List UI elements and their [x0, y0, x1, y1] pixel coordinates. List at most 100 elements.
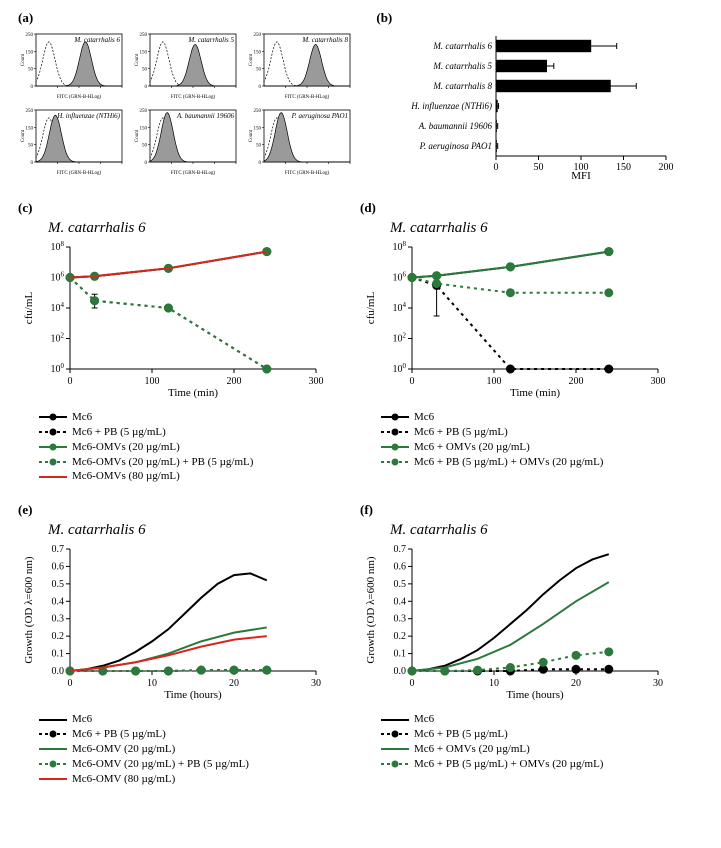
svg-text:0: 0 [259, 85, 262, 90]
svg-text:Time (hours): Time (hours) [164, 689, 222, 701]
legend-item-mc6_pb: Mc6 + PB (5 µg/mL) [380, 425, 702, 440]
histogram-a-baumannii-19606: 050150250FITC (GRN-B-HLog)CountA. bauman… [132, 106, 240, 176]
svg-text:250: 250 [140, 33, 148, 38]
legend-item-mc6: Mc6 [380, 712, 702, 727]
chart-f: M. catarrhalis 6 01020300.00.10.20.30.40… [360, 522, 702, 771]
legend-label: Mc6 + PB (5 µg/mL) [72, 727, 166, 742]
legend-label: Mc6-OMV (20 µg/mL) + PB (5 µg/mL) [72, 757, 249, 772]
svg-text:0: 0 [68, 376, 73, 387]
svg-text:0.7: 0.7 [52, 544, 65, 555]
legend-label: Mc6-OMV (20 µg/mL) [72, 742, 175, 757]
svg-text:Time (min): Time (min) [510, 387, 560, 399]
svg-text:0: 0 [68, 678, 73, 689]
label-d: (d) [360, 200, 702, 216]
svg-text:M. catarrhalis 8: M. catarrhalis 8 [433, 81, 493, 91]
legend-label: Mc6-OMVs (20 µg/mL) + PB (5 µg/mL) [72, 455, 253, 470]
legend-label: Mc6 + PB (5 µg/mL) [414, 727, 508, 742]
svg-text:150: 150 [254, 50, 262, 55]
legend-label: Mc6 [414, 410, 434, 425]
svg-text:FITC (GRN-B-HLog): FITC (GRN-B-HLog) [285, 95, 330, 100]
svg-text:50: 50 [534, 162, 544, 173]
svg-text:250: 250 [140, 109, 148, 114]
svg-text:0.4: 0.4 [394, 597, 407, 608]
svg-text:0: 0 [31, 161, 34, 166]
legend-label: Mc6 [72, 410, 92, 425]
svg-text:150: 150 [26, 126, 34, 131]
legend-f: Mc6Mc6 + PB (5 µg/mL)Mc6 + OMVs (20 µg/m… [380, 712, 702, 771]
svg-text:M. catarrhalis 6: M. catarrhalis 6 [433, 41, 493, 51]
svg-text:0: 0 [145, 85, 148, 90]
svg-text:200: 200 [227, 376, 242, 387]
svg-text:0.5: 0.5 [394, 579, 407, 590]
svg-text:108: 108 [393, 240, 407, 253]
label-a: (a) [18, 10, 370, 26]
legend-item-mc6_omv: Mc6 + OMVs (20 µg/mL) [380, 742, 702, 757]
svg-text:P. aeruginosa PAO1: P. aeruginosa PAO1 [291, 112, 348, 120]
svg-text:30: 30 [311, 678, 321, 689]
svg-text:50: 50 [142, 68, 148, 73]
legend-label: Mc6 [414, 712, 434, 727]
svg-text:Time (hours): Time (hours) [506, 689, 564, 701]
svg-text:50: 50 [256, 144, 262, 149]
figure: (a) 0 50 150 250 FITC (GRN-B-HLog) Count M. ca… [0, 0, 721, 806]
legend-item-mc6_pb_omv: Mc6 + PB (5 µg/mL) + OMVs (20 µg/mL) [380, 757, 702, 772]
svg-text:0.6: 0.6 [52, 562, 65, 573]
svg-text:50: 50 [256, 68, 262, 73]
legend-item-mc6_omv: Mc6 + OMVs (20 µg/mL) [380, 440, 702, 455]
svg-text:0: 0 [410, 376, 415, 387]
label-f: (f) [360, 502, 702, 518]
svg-text:Count: Count [249, 53, 254, 66]
chart-d-title: M. catarrhalis 6 [390, 220, 702, 237]
svg-text:MFI: MFI [572, 170, 592, 182]
svg-text:M. catarrhalis 6: M. catarrhalis 6 [73, 36, 120, 44]
legend-label: Mc6 + PB (5 µg/mL) + OMVs (20 µg/mL) [414, 455, 603, 470]
legend-label: Mc6-OMV (80 µg/mL) [72, 772, 175, 787]
svg-text:50: 50 [28, 68, 34, 73]
svg-text:A. baumannii 19606: A. baumannii 19606 [418, 121, 493, 131]
legend-item-mc6: Mc6 [380, 410, 702, 425]
svg-text:150: 150 [140, 50, 148, 55]
legend-item-mc6_pb: Mc6 + PB (5 µg/mL) [38, 727, 360, 742]
svg-text:100: 100 [393, 362, 407, 375]
svg-text:FITC (GRN-B-HLog): FITC (GRN-B-HLog) [285, 171, 330, 176]
svg-text:20: 20 [229, 678, 239, 689]
legend-label: Mc6 + OMVs (20 µg/mL) [414, 742, 530, 757]
svg-text:cfu/mL: cfu/mL [365, 292, 377, 325]
label-c: (c) [18, 200, 360, 216]
histogram-grid: 0 50 150 250 FITC (GRN-B-HLog) Count M. catarr… [18, 30, 370, 176]
svg-text:150: 150 [140, 126, 148, 131]
legend-item-mc6_omv80: Mc6-OMVs (80 µg/mL) [38, 469, 360, 484]
svg-text:Count: Count [135, 129, 140, 142]
svg-text:50: 50 [28, 144, 34, 149]
svg-text:106: 106 [51, 271, 65, 284]
svg-text:100: 100 [51, 362, 65, 375]
chart-e: M. catarrhalis 6 01020300.00.10.20.30.40… [18, 522, 360, 786]
svg-text:H. influenzae (NTHi6): H. influenzae (NTHi6) [411, 101, 493, 111]
legend-label: Mc6 + PB (5 µg/mL) [414, 425, 508, 440]
chart-e-title: M. catarrhalis 6 [48, 522, 360, 539]
svg-text:Count: Count [21, 129, 26, 142]
svg-text:0: 0 [494, 162, 499, 173]
svg-text:Growth (OD λ=600 nm): Growth (OD λ=600 nm) [365, 556, 377, 664]
svg-text:102: 102 [393, 332, 407, 345]
svg-text:FITC (GRN-B-HLog): FITC (GRN-B-HLog) [57, 95, 102, 100]
legend-item-mc6_omv20: Mc6-OMVs (20 µg/mL) [38, 440, 360, 455]
legend-label: Mc6 + OMVs (20 µg/mL) [414, 440, 530, 455]
svg-text:Count: Count [135, 53, 140, 66]
legend-item-mc6_omv20_pb: Mc6-OMVs (20 µg/mL) + PB (5 µg/mL) [38, 455, 360, 470]
legend-label: Mc6 + PB (5 µg/mL) + OMVs (20 µg/mL) [414, 757, 603, 772]
label-b: (b) [376, 10, 703, 26]
legend-label: Mc6-OMVs (20 µg/mL) [72, 440, 180, 455]
histogram-m-catarrhalis-5: 050150250FITC (GRN-B-HLog)CountM. catarr… [132, 30, 240, 100]
chart-f-title: M. catarrhalis 6 [390, 522, 702, 539]
svg-text:0.6: 0.6 [394, 562, 407, 573]
svg-text:100: 100 [487, 376, 502, 387]
svg-text:H. influenzae (NTHi6): H. influenzae (NTHi6) [56, 112, 120, 120]
legend-item-mc6_omv20: Mc6-OMV (20 µg/mL) [38, 742, 360, 757]
svg-text:cfu/mL: cfu/mL [23, 292, 35, 325]
svg-text:M. catarrhalis 8: M. catarrhalis 8 [301, 36, 348, 44]
svg-text:0.7: 0.7 [394, 544, 407, 555]
svg-text:104: 104 [51, 301, 65, 314]
legend-d: Mc6Mc6 + PB (5 µg/mL)Mc6 + OMVs (20 µg/m… [380, 410, 702, 469]
svg-text:0.1: 0.1 [52, 649, 65, 660]
